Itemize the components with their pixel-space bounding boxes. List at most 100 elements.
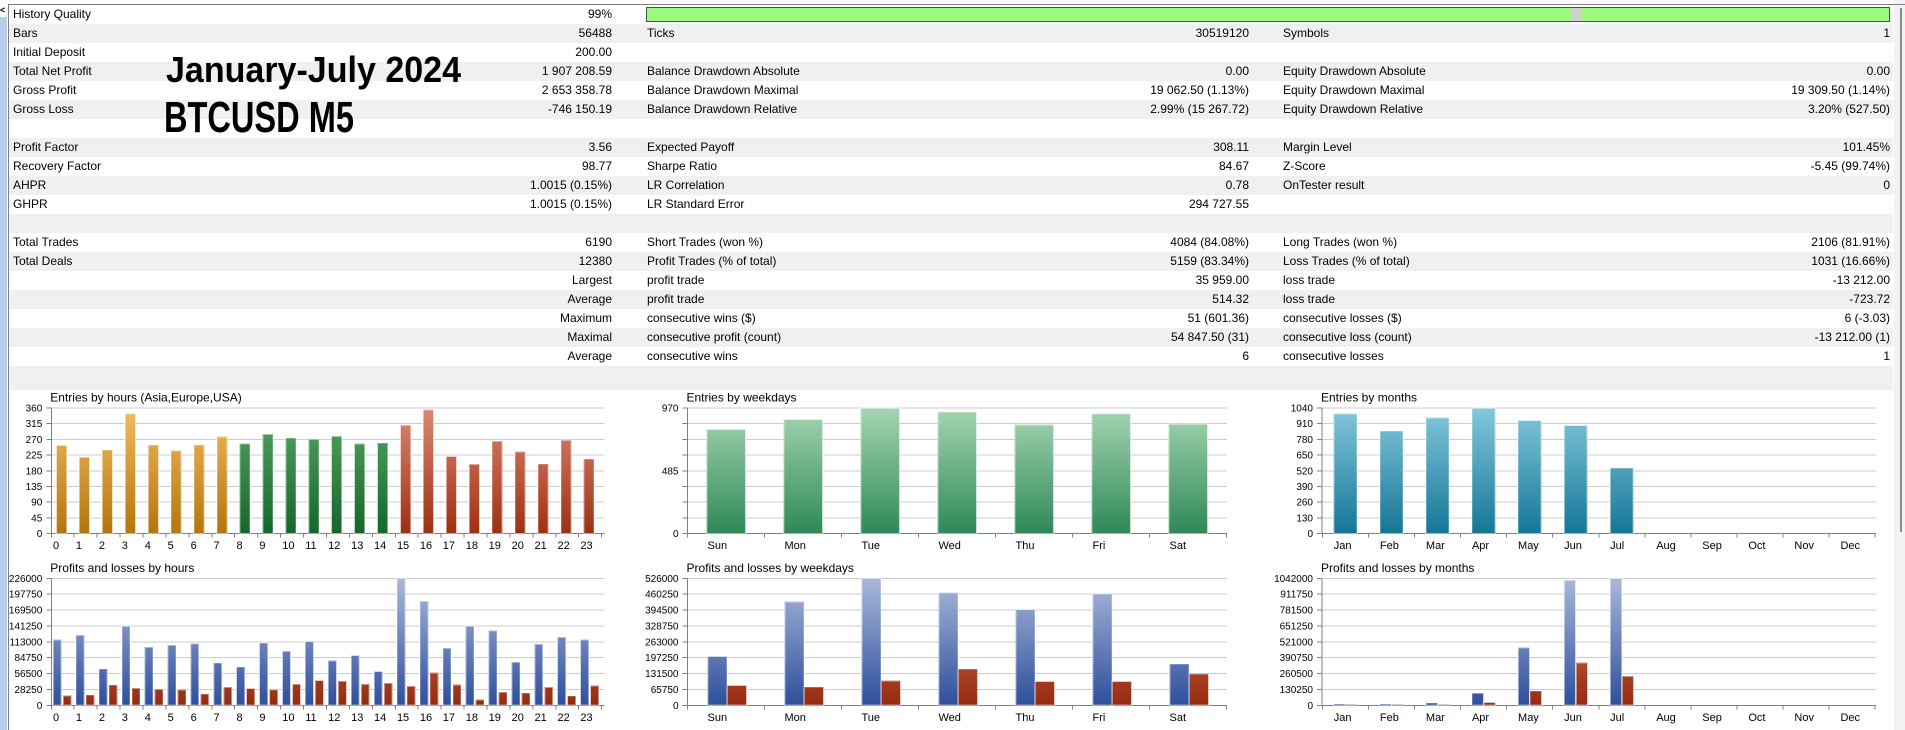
svg-text:6: 6	[191, 712, 197, 724]
svg-text:135: 135	[26, 482, 43, 493]
svg-text:521000: 521000	[1280, 637, 1314, 648]
svg-text:263000: 263000	[645, 637, 679, 648]
svg-text:13: 13	[351, 712, 363, 724]
svg-text:Jun: Jun	[1564, 712, 1582, 724]
svg-text:15: 15	[397, 712, 409, 724]
svg-text:Jun: Jun	[1564, 540, 1582, 552]
svg-text:Fri: Fri	[1093, 540, 1106, 552]
svg-text:260: 260	[1296, 498, 1313, 509]
svg-text:Wed: Wed	[939, 540, 961, 552]
svg-text:5: 5	[168, 712, 174, 724]
svg-text:Sun: Sun	[708, 712, 728, 724]
svg-text:Feb: Feb	[1380, 540, 1399, 552]
svg-text:56500: 56500	[14, 669, 42, 680]
svg-text:Feb: Feb	[1380, 712, 1399, 724]
svg-text:Profits and losses by months: Profits and losses by months	[1321, 561, 1474, 575]
svg-text:226000: 226000	[9, 574, 43, 585]
svg-text:225: 225	[26, 451, 43, 462]
svg-text:169500: 169500	[9, 606, 43, 617]
svg-text:5: 5	[168, 540, 174, 552]
svg-text:Nov: Nov	[1794, 712, 1814, 724]
svg-text:180: 180	[26, 466, 43, 477]
svg-text:Fri: Fri	[1093, 712, 1106, 724]
svg-text:13: 13	[351, 540, 363, 552]
svg-text:3: 3	[122, 712, 128, 724]
svg-text:Mar: Mar	[1426, 712, 1445, 724]
svg-text:394500: 394500	[645, 606, 679, 617]
svg-text:16: 16	[420, 712, 432, 724]
svg-text:197750: 197750	[9, 590, 43, 601]
svg-text:8: 8	[236, 712, 242, 724]
svg-text:Oct: Oct	[1748, 712, 1765, 724]
svg-text:Mon: Mon	[785, 540, 806, 552]
svg-text:1: 1	[76, 712, 82, 724]
svg-text:22: 22	[557, 712, 569, 724]
svg-text:Profits and losses by hours: Profits and losses by hours	[50, 561, 194, 575]
svg-text:315: 315	[26, 419, 43, 430]
svg-text:21: 21	[535, 712, 547, 724]
svg-text:14: 14	[374, 712, 386, 724]
svg-text:84750: 84750	[14, 653, 42, 664]
svg-text:0: 0	[1307, 529, 1313, 540]
svg-text:Sun: Sun	[708, 540, 728, 552]
svg-text:Entries by hours (Asia,Europe,: Entries by hours (Asia,Europe,USA)	[50, 391, 241, 405]
svg-text:17: 17	[443, 712, 455, 724]
svg-text:65750: 65750	[651, 685, 679, 696]
svg-text:45: 45	[31, 513, 43, 524]
svg-text:Mar: Mar	[1426, 540, 1445, 552]
svg-text:Sat: Sat	[1170, 712, 1187, 724]
svg-text:485: 485	[662, 466, 679, 477]
svg-text:130250: 130250	[1280, 685, 1314, 696]
svg-text:Entries by weekdays: Entries by weekdays	[687, 391, 797, 405]
svg-text:970: 970	[662, 404, 679, 415]
svg-text:15: 15	[397, 540, 409, 552]
svg-text:16: 16	[420, 540, 432, 552]
svg-text:9: 9	[259, 712, 265, 724]
svg-text:Nov: Nov	[1794, 540, 1814, 552]
svg-text:390750: 390750	[1280, 653, 1314, 664]
svg-text:Oct: Oct	[1748, 540, 1765, 552]
svg-text:23: 23	[580, 540, 592, 552]
svg-text:113000: 113000	[10, 637, 43, 648]
svg-text:130: 130	[1296, 513, 1313, 524]
svg-text:360: 360	[26, 404, 43, 415]
svg-text:Tue: Tue	[862, 540, 881, 552]
svg-text:328750: 328750	[645, 621, 679, 632]
svg-text:19: 19	[489, 712, 501, 724]
svg-text:1040: 1040	[1291, 404, 1314, 415]
svg-text:520: 520	[1296, 466, 1313, 477]
svg-text:1042000: 1042000	[1274, 574, 1313, 585]
svg-text:3: 3	[122, 540, 128, 552]
svg-text:0: 0	[53, 712, 59, 724]
svg-text:Dec: Dec	[1840, 540, 1860, 552]
svg-text:0: 0	[53, 540, 59, 552]
svg-text:270: 270	[26, 435, 43, 446]
svg-text:Apr: Apr	[1472, 540, 1489, 552]
svg-text:2: 2	[99, 712, 105, 724]
svg-text:14: 14	[374, 540, 386, 552]
svg-text:18: 18	[466, 540, 478, 552]
svg-text:460250: 460250	[645, 590, 679, 601]
svg-text:390: 390	[1296, 482, 1313, 493]
svg-text:23: 23	[580, 712, 592, 724]
svg-text:12: 12	[328, 540, 340, 552]
svg-text:Wed: Wed	[939, 712, 961, 724]
svg-text:11: 11	[305, 540, 316, 552]
svg-text:19: 19	[489, 540, 501, 552]
svg-text:526000: 526000	[645, 574, 679, 585]
svg-text:May: May	[1518, 540, 1539, 552]
svg-text:781500: 781500	[1280, 606, 1314, 617]
svg-text:0: 0	[37, 701, 43, 712]
svg-text:131500: 131500	[645, 669, 679, 680]
svg-text:0: 0	[673, 529, 679, 540]
svg-text:Tue: Tue	[862, 712, 881, 724]
svg-text:Entries by months: Entries by months	[1321, 391, 1417, 405]
svg-text:21: 21	[535, 540, 547, 552]
svg-text:10: 10	[282, 540, 294, 552]
svg-text:0: 0	[673, 701, 679, 712]
svg-text:650: 650	[1296, 451, 1313, 462]
svg-text:911750: 911750	[1280, 590, 1313, 601]
svg-text:651250: 651250	[1280, 621, 1314, 632]
svg-text:6: 6	[191, 540, 197, 552]
svg-text:Sep: Sep	[1702, 540, 1722, 552]
